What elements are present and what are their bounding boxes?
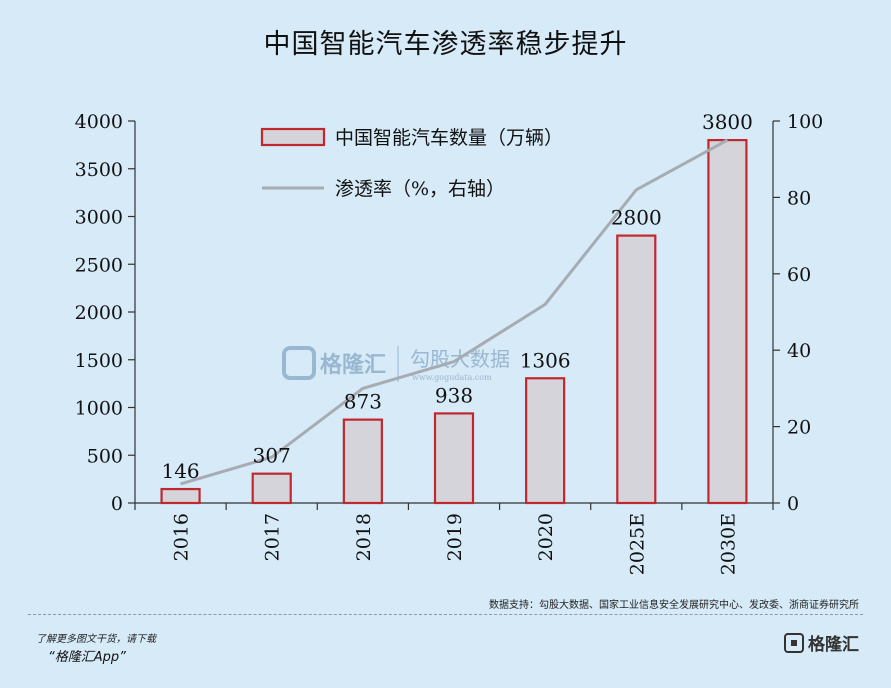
bar xyxy=(160,487,201,505)
y-left-tick-label: 0 xyxy=(111,493,123,515)
y-left-tick-label: 2000 xyxy=(75,302,123,324)
legend-bar-swatch xyxy=(260,127,326,147)
y-right-tick-label: 60 xyxy=(787,264,811,286)
x-tick-label: 2017 xyxy=(262,513,284,561)
y-left-tick-label: 1000 xyxy=(75,398,123,420)
y-left-tick-label: 3000 xyxy=(75,207,123,229)
penetration-line xyxy=(180,138,729,486)
footer-logo: 格隆汇 xyxy=(784,630,859,655)
logo-icon xyxy=(784,632,804,653)
y-right-tick-label: 20 xyxy=(787,417,811,439)
bar-data-label: 3800 xyxy=(702,110,753,134)
bar-series xyxy=(160,139,748,505)
x-tick-label: 2016 xyxy=(171,513,193,561)
source-note: 数据支持：勾股大数据、国家工业信息安全发展研究中心、发改委、浙商证券研究所 xyxy=(489,600,859,611)
footer-tip: 了解更多图文干货，请下载 xyxy=(36,634,156,645)
x-tick-label: 2030E xyxy=(717,513,739,575)
bar-data-label: 938 xyxy=(435,383,473,407)
bar xyxy=(433,412,475,505)
data-labels: 146 307 873 938 1306 2800 3800 xyxy=(161,110,752,483)
bar xyxy=(342,418,383,505)
y-right-tick-label: 0 xyxy=(787,493,799,515)
watermark-logo-icon xyxy=(282,346,316,380)
y-left-tick-label: 2500 xyxy=(75,254,123,276)
bar-data-label: 1306 xyxy=(520,348,571,372)
legend: 中国智能汽车数量（万辆） 渗透率（%，右轴） xyxy=(260,127,563,200)
watermark-url: www.gogudata.com xyxy=(412,373,492,382)
bar xyxy=(707,139,748,505)
bar-data-label: 307 xyxy=(253,444,291,468)
legend-line-label: 渗透率（%，右轴） xyxy=(335,178,505,200)
line-series xyxy=(180,138,729,486)
bar-data-label: 146 xyxy=(161,459,199,483)
legend-bar-label: 中国智能汽车数量（万辆） xyxy=(335,127,563,149)
x-tick-label: 2025E xyxy=(626,513,648,575)
footer-app-name: “格隆汇App” xyxy=(48,650,126,665)
bar xyxy=(525,377,566,505)
y-right-tick-label: 80 xyxy=(787,187,811,209)
y-left-tick-label: 1500 xyxy=(75,350,123,372)
bar-data-label: 2800 xyxy=(611,206,662,230)
bar xyxy=(251,472,292,505)
y-right-tick-label: 40 xyxy=(787,340,811,362)
watermark-brand: 格隆汇 xyxy=(320,352,386,378)
x-tick-label: 2020 xyxy=(535,513,557,561)
bar xyxy=(616,234,657,505)
y-right-tick-label: 100 xyxy=(787,111,823,133)
y-left-tick-label: 4000 xyxy=(75,111,123,133)
y-left-tick-label: 3500 xyxy=(75,159,123,181)
footer-divider xyxy=(28,614,863,615)
logo-text: 格隆汇 xyxy=(808,635,859,655)
x-tick-label: 2019 xyxy=(444,513,466,561)
y-left-tick-label: 500 xyxy=(87,445,123,467)
chart-axes: 0 500 1000 1500 2000 2500 3000 3500 4000 0 20 40 60 8… xyxy=(75,111,824,575)
x-tick-label: 2018 xyxy=(353,513,375,561)
chart-title: 中国智能汽车渗透率稳步提升 xyxy=(263,29,628,60)
bar-data-label: 873 xyxy=(344,390,382,414)
